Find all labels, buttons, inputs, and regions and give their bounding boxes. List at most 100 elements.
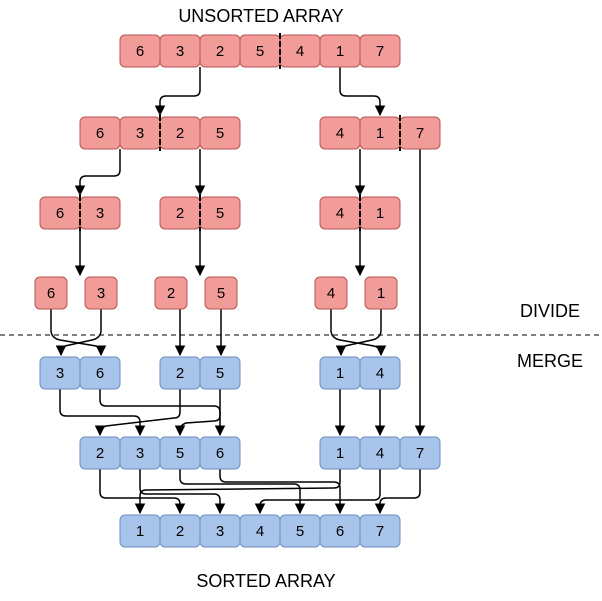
divide-l1-cell-value: 5 <box>216 125 224 142</box>
divide-l3-cell-box <box>34 276 68 310</box>
divide-l3-cell-box <box>84 276 118 310</box>
divide-l3-cell-box <box>204 276 238 310</box>
merge-l1-cell-value: 5 <box>216 365 224 382</box>
merge-l1-cell: 2 <box>159 356 201 390</box>
divide-l2-cell: 2 <box>159 196 201 230</box>
divide-l3-cell: 4 <box>314 276 348 310</box>
connector-arrow <box>50 309 107 357</box>
unsorted-cell: 6 <box>119 34 161 68</box>
divide-l1-cell-value: 7 <box>416 125 424 142</box>
connector-arrow <box>179 469 306 515</box>
merge-l2-cell-box <box>199 436 241 470</box>
merge-l1-cell-value: 3 <box>56 365 64 382</box>
connector-arrow <box>134 469 341 515</box>
sorted-cell-value: 7 <box>376 523 384 540</box>
divide-l1-cell: 1 <box>359 116 401 150</box>
merge-l1-cell-value: 2 <box>176 365 184 382</box>
merge-l2-cell-value: 2 <box>96 445 104 462</box>
divide-l2-cell: 4 <box>319 196 361 230</box>
divide-l3-cell-value: 4 <box>327 285 335 302</box>
unsorted-cell-value: 2 <box>216 43 224 60</box>
connector-arrow <box>55 309 102 357</box>
divide-l1-cell: 5 <box>199 116 241 150</box>
divide-l2-cell: 3 <box>79 196 121 230</box>
divide-l3-cell-box <box>364 276 398 310</box>
merge-l2-cell: 4 <box>359 436 401 470</box>
sorted-cell: 3 <box>199 514 241 548</box>
merge-l1-cell-value: 4 <box>376 365 384 382</box>
sorted-cell-value: 2 <box>176 523 184 540</box>
merge-l2-cell-value: 5 <box>176 445 184 462</box>
sorted-cell: 4 <box>239 514 281 548</box>
divide-l2-cell-value: 5 <box>216 205 224 222</box>
merge-l1-cell: 6 <box>79 356 121 390</box>
connector-arrow <box>339 67 386 117</box>
merge-l2-cell: 7 <box>399 436 441 470</box>
connector-arrow <box>74 149 121 197</box>
merge-l2-cell-box <box>399 436 441 470</box>
divide-l2-cell: 1 <box>359 196 401 230</box>
divide-l1-cell: 3 <box>119 116 161 150</box>
unsorted-cell: 2 <box>199 34 241 68</box>
merge-l1-cell: 1 <box>319 356 361 390</box>
unsorted-cell: 5 <box>239 34 281 68</box>
merge-l1-cell-box <box>359 356 401 390</box>
divide-l3-cell-box <box>314 276 348 310</box>
divide-l1-cell: 7 <box>399 116 441 150</box>
merge-l1-cell-value: 1 <box>336 365 344 382</box>
connector-arrow <box>154 67 201 117</box>
unsorted-cell: 3 <box>159 34 201 68</box>
merge-l2-cell-value: 7 <box>416 445 424 462</box>
connector-arrow <box>335 309 382 357</box>
unsorted-cell-value: 4 <box>296 43 304 60</box>
array-cells: 6 3 2 5 4 1 7 6 3 2 5 4 1 7 6 3 2 5 4 1 6 3 2 5 4 1 3 6 2 5 1 4 2 3 5 6 1 4 7 1… <box>34 33 441 548</box>
sorted-cell: 7 <box>359 514 401 548</box>
connector-arrow <box>139 469 226 515</box>
merge-l2-cell-value: 1 <box>336 445 344 462</box>
divide-l1-cell-value: 2 <box>176 125 184 142</box>
sorted-cell: 5 <box>279 514 321 548</box>
unsorted-cell-value: 5 <box>256 43 264 60</box>
sorted-cell-value: 5 <box>296 523 304 540</box>
divide-l2-cell-value: 1 <box>376 205 384 222</box>
divide-l2-cell-value: 6 <box>56 205 64 222</box>
divide-l3-cell: 1 <box>364 276 398 310</box>
divide-l1-cell-value: 1 <box>376 125 384 142</box>
sorted-cell-box <box>359 514 401 548</box>
connector-arrow <box>254 469 381 515</box>
merge-l2-cell: 2 <box>79 436 121 470</box>
divide-l1-cell: 4 <box>319 116 361 150</box>
divide-l3-cell-value: 1 <box>377 285 385 302</box>
divide-l3-cell: 2 <box>154 276 188 310</box>
unsorted-cell-value: 3 <box>176 43 184 60</box>
merge-l2-cell-value: 6 <box>216 445 224 462</box>
connector-arrow <box>99 389 226 437</box>
merge-l1-cell: 4 <box>359 356 401 390</box>
sorted-cell: 2 <box>159 514 201 548</box>
divide-l2-cell-value: 2 <box>176 205 184 222</box>
merge-l2-cell-value: 4 <box>376 445 384 462</box>
unsorted-cell: 7 <box>359 34 401 68</box>
divide-l1-cell: 6 <box>79 116 121 150</box>
sorted-cell-value: 3 <box>216 523 224 540</box>
connector-arrow <box>374 469 421 515</box>
divide-l2-cell-value: 3 <box>96 205 104 222</box>
divide-l2-cell: 5 <box>199 196 241 230</box>
merge-label: MERGE <box>517 351 583 371</box>
merge-l1-cell-box <box>199 356 241 390</box>
unsorted-array-title: UNSORTED ARRAY <box>178 6 343 26</box>
divide-l1-cell-box <box>199 116 241 150</box>
sorted-cell-value: 1 <box>136 523 144 540</box>
merge-l1-cell: 5 <box>199 356 241 390</box>
merge-l1-cell: 3 <box>39 356 81 390</box>
connector-arrow <box>219 469 346 515</box>
divide-l2-cell-value: 4 <box>336 205 344 222</box>
divide-l3-cell-value: 6 <box>47 285 55 302</box>
divide-label: DIVIDE <box>520 301 580 321</box>
divide-l3-cell: 3 <box>84 276 118 310</box>
merge-l2-cell: 5 <box>159 436 201 470</box>
divide-l3-cell-box <box>154 276 188 310</box>
divide-l3-cell: 6 <box>34 276 68 310</box>
